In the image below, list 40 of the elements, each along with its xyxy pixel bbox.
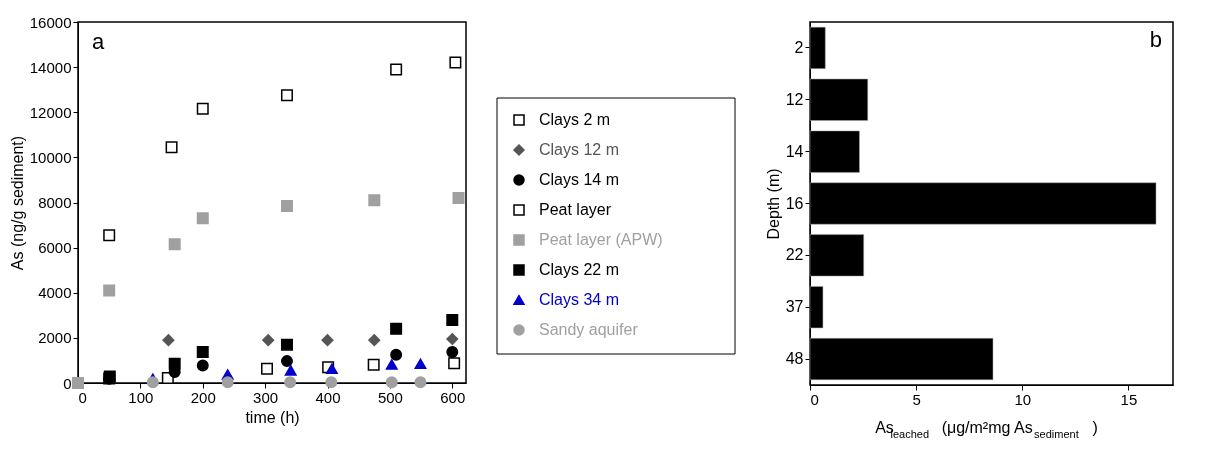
x-axis-title: time (h)	[245, 408, 300, 426]
x-tick-label: 15	[1120, 390, 1138, 408]
x-tick-label: 500	[377, 388, 403, 406]
legend-label: Clays 34 m	[539, 291, 620, 308]
x-tick-label: 200	[190, 388, 216, 406]
y-tick-label: 6000	[38, 239, 72, 257]
y-tick-label: 14000	[29, 58, 72, 76]
y-tick-label: 22	[785, 246, 804, 264]
y-tick-label: 16000	[29, 13, 72, 31]
legend-label: Clays 2 m	[539, 111, 611, 128]
x-tick-label: 10	[1014, 390, 1032, 408]
legend-label: Sandy aquifer	[539, 321, 639, 338]
y-axis-title: As (ng/g sediment)	[8, 135, 26, 271]
x-tick-label: 400	[315, 388, 341, 406]
annotation: a	[92, 29, 105, 54]
y-tick-label: 8000	[38, 194, 72, 211]
x-tick-label: 100	[128, 388, 154, 406]
y-tick-label: 12	[785, 90, 804, 108]
y-tick-label: 16	[785, 194, 804, 212]
x-tick-label: 300	[253, 388, 279, 406]
legend-label: Peat layer (APW)	[539, 231, 663, 248]
y-tick-label: 37	[785, 298, 804, 316]
y-tick-label: 48	[785, 350, 804, 368]
legend-label: Peat layer	[539, 201, 612, 218]
legend-label: Clays 14 m	[539, 171, 620, 188]
y-tick-label: 4000	[38, 284, 72, 302]
x-tick-label: 0	[78, 388, 87, 406]
y-tick-label: 10000	[29, 148, 72, 166]
y-tick-label: 2000	[38, 329, 72, 347]
y-tick-label: 12000	[29, 103, 72, 121]
y-tick-label: 0	[63, 374, 72, 392]
x-tick-label: 0	[810, 390, 819, 408]
y-axis-title: Depth (m)	[764, 168, 782, 240]
annotation: b	[1149, 27, 1162, 52]
y-tick-label: 2	[794, 38, 804, 56]
y-tick-label: 14	[785, 142, 804, 160]
legend-label: Clays 12 m	[539, 141, 620, 158]
legend-label: Clays 22 m	[539, 261, 620, 278]
x-tick-label: 600	[440, 388, 466, 406]
x-tick-label: 5	[912, 390, 921, 408]
